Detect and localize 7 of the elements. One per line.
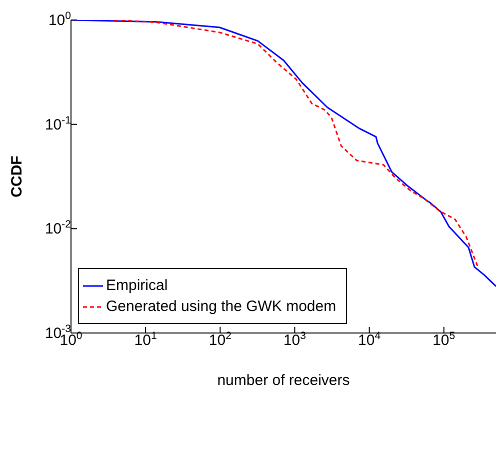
y-tick-label: 10$^{-1}$: [44, 114, 72, 134]
y-axis-title: CCDF: [8, 156, 26, 198]
legend-label: Empirical: [106, 277, 168, 294]
x-axis-title: number of receivers: [217, 372, 350, 389]
y-tick-label: 10$^{0}$: [48, 10, 72, 29]
legend-label: Generated using the GWK modem: [106, 298, 336, 315]
y-tick-label: 10$^{-2}$: [44, 218, 72, 238]
